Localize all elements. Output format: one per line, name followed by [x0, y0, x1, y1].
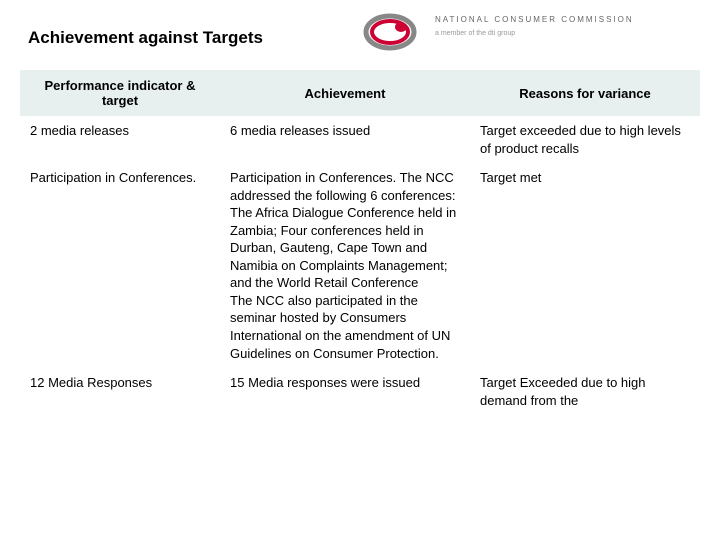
achievement-table: Performance indicator & target Achieveme…	[20, 70, 700, 415]
logo-area: NATIONAL CONSUMER COMMISSION a member of…	[360, 10, 700, 60]
header-indicator: Performance indicator & target	[20, 70, 220, 116]
table-row: Participation in Conferences. Participat…	[20, 163, 700, 368]
cell-achievement: Participation in Conferences. The NCC ad…	[220, 163, 470, 368]
cell-reasons: Target met	[470, 163, 700, 368]
logo-main-text: NATIONAL CONSUMER COMMISSION	[435, 15, 634, 24]
cell-achievement: 6 media releases issued	[220, 116, 470, 163]
logo-sub-text: a member of the dti group	[435, 30, 515, 37]
cell-indicator: 2 media releases	[20, 116, 220, 163]
table-header-row: Performance indicator & target Achieveme…	[20, 70, 700, 116]
logo-ring-icon	[360, 10, 420, 55]
cell-indicator: 12 Media Responses	[20, 368, 220, 415]
page-title: Achievement against Targets	[28, 28, 263, 48]
cell-reasons: Target exceeded due to high levels of pr…	[470, 116, 700, 163]
header-reasons: Reasons for variance	[470, 70, 700, 116]
table-row: 2 media releases 6 media releases issued…	[20, 116, 700, 163]
cell-reasons: Target Exceeded due to high demand from …	[470, 368, 700, 415]
cell-achievement: 15 Media responses were issued	[220, 368, 470, 415]
table-row: 12 Media Responses 15 Media responses we…	[20, 368, 700, 415]
header-achievement: Achievement	[220, 70, 470, 116]
cell-indicator: Participation in Conferences.	[20, 163, 220, 368]
